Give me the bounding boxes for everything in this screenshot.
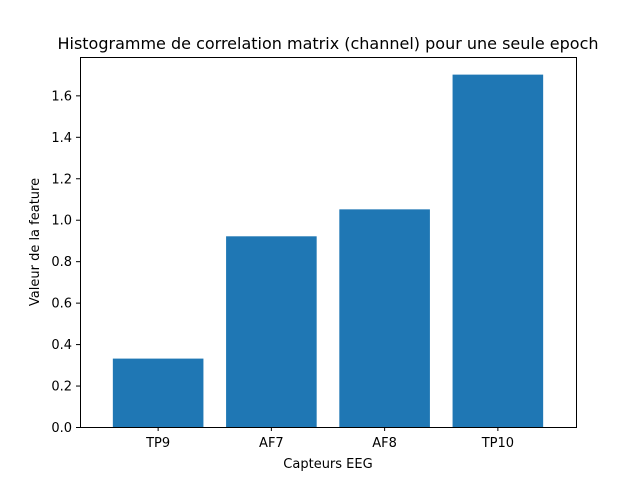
- y-tick-label: 0.0: [51, 421, 72, 436]
- y-tick-label: 0.2: [51, 380, 72, 395]
- chart-title: Histogramme de correlation matrix (chann…: [57, 34, 598, 53]
- x-tick-label-af8: AF8: [372, 436, 397, 451]
- y-tick-label: 1.0: [51, 214, 72, 229]
- x-tick-label-tp10: TP10: [481, 436, 514, 451]
- bars-group: [112, 74, 544, 428]
- x-axis-label: Capteurs EEG: [283, 457, 372, 472]
- y-axis-ticks: 0.0 0.2 0.4 0.6 0.8 1.0 1.2 1.4 1.6: [51, 89, 80, 436]
- y-tick-label: 1.6: [51, 89, 72, 104]
- x-axis-ticks: TP9 AF7 AF8 TP10: [145, 427, 514, 451]
- x-tick-label-tp9: TP9: [145, 436, 170, 451]
- bar-tp10: [452, 74, 544, 428]
- y-tick-label: 1.4: [51, 131, 72, 146]
- y-axis-label: Valeur de la feature: [28, 178, 43, 306]
- plot-frame: [80, 57, 577, 428]
- bar-af8: [339, 209, 430, 427]
- y-tick-label: 1.2: [51, 172, 72, 187]
- y-tick-label: 0.8: [51, 255, 72, 270]
- bar-af7: [226, 236, 317, 427]
- y-tick-label: 0.6: [51, 297, 72, 312]
- bar-tp9: [112, 358, 204, 427]
- x-tick-label-af7: AF7: [259, 436, 284, 451]
- y-tick-label: 0.4: [51, 338, 72, 353]
